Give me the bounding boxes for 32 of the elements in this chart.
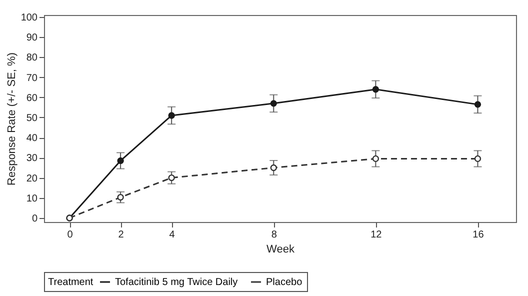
y-tick-label: 30 bbox=[26, 153, 38, 164]
x-tick-label: 16 bbox=[472, 230, 484, 240]
point bbox=[117, 194, 124, 201]
y-tick-label: 60 bbox=[26, 92, 38, 104]
x-tick-label: 0 bbox=[67, 230, 74, 240]
point bbox=[474, 155, 482, 162]
point bbox=[168, 112, 175, 119]
point bbox=[372, 155, 380, 162]
y-tick-label: 80 bbox=[26, 52, 38, 64]
y-tick-label: 90 bbox=[26, 32, 38, 44]
legend-title: Treatment bbox=[48, 277, 94, 288]
point bbox=[372, 86, 380, 93]
x-tick-label: 12 bbox=[370, 230, 382, 240]
y-tick-label: 50 bbox=[26, 112, 38, 124]
point bbox=[474, 101, 482, 108]
point bbox=[270, 164, 277, 172]
y-axis-title: Response Rate (+/- SE, %) bbox=[6, 52, 18, 186]
y-tick-label: 40 bbox=[26, 133, 38, 144]
x-tick-label: 2 bbox=[118, 230, 124, 240]
point bbox=[117, 157, 124, 164]
y-tick-label: 100 bbox=[20, 12, 38, 24]
x-axis-title: Week bbox=[266, 244, 295, 256]
x-tick-label: 4 bbox=[169, 230, 176, 240]
y-tick-label: 70 bbox=[26, 72, 38, 84]
y-tick-label: 20 bbox=[26, 173, 38, 184]
legend-label: Tofacitinib 5 mg Twice Daily bbox=[115, 277, 238, 288]
legend-label: Placebo bbox=[266, 277, 303, 288]
y-tick-label: 10 bbox=[26, 193, 38, 204]
point bbox=[270, 100, 277, 107]
x-tick-label: 8 bbox=[271, 230, 278, 240]
y-tick-label: 0 bbox=[32, 213, 38, 224]
point bbox=[168, 174, 175, 182]
